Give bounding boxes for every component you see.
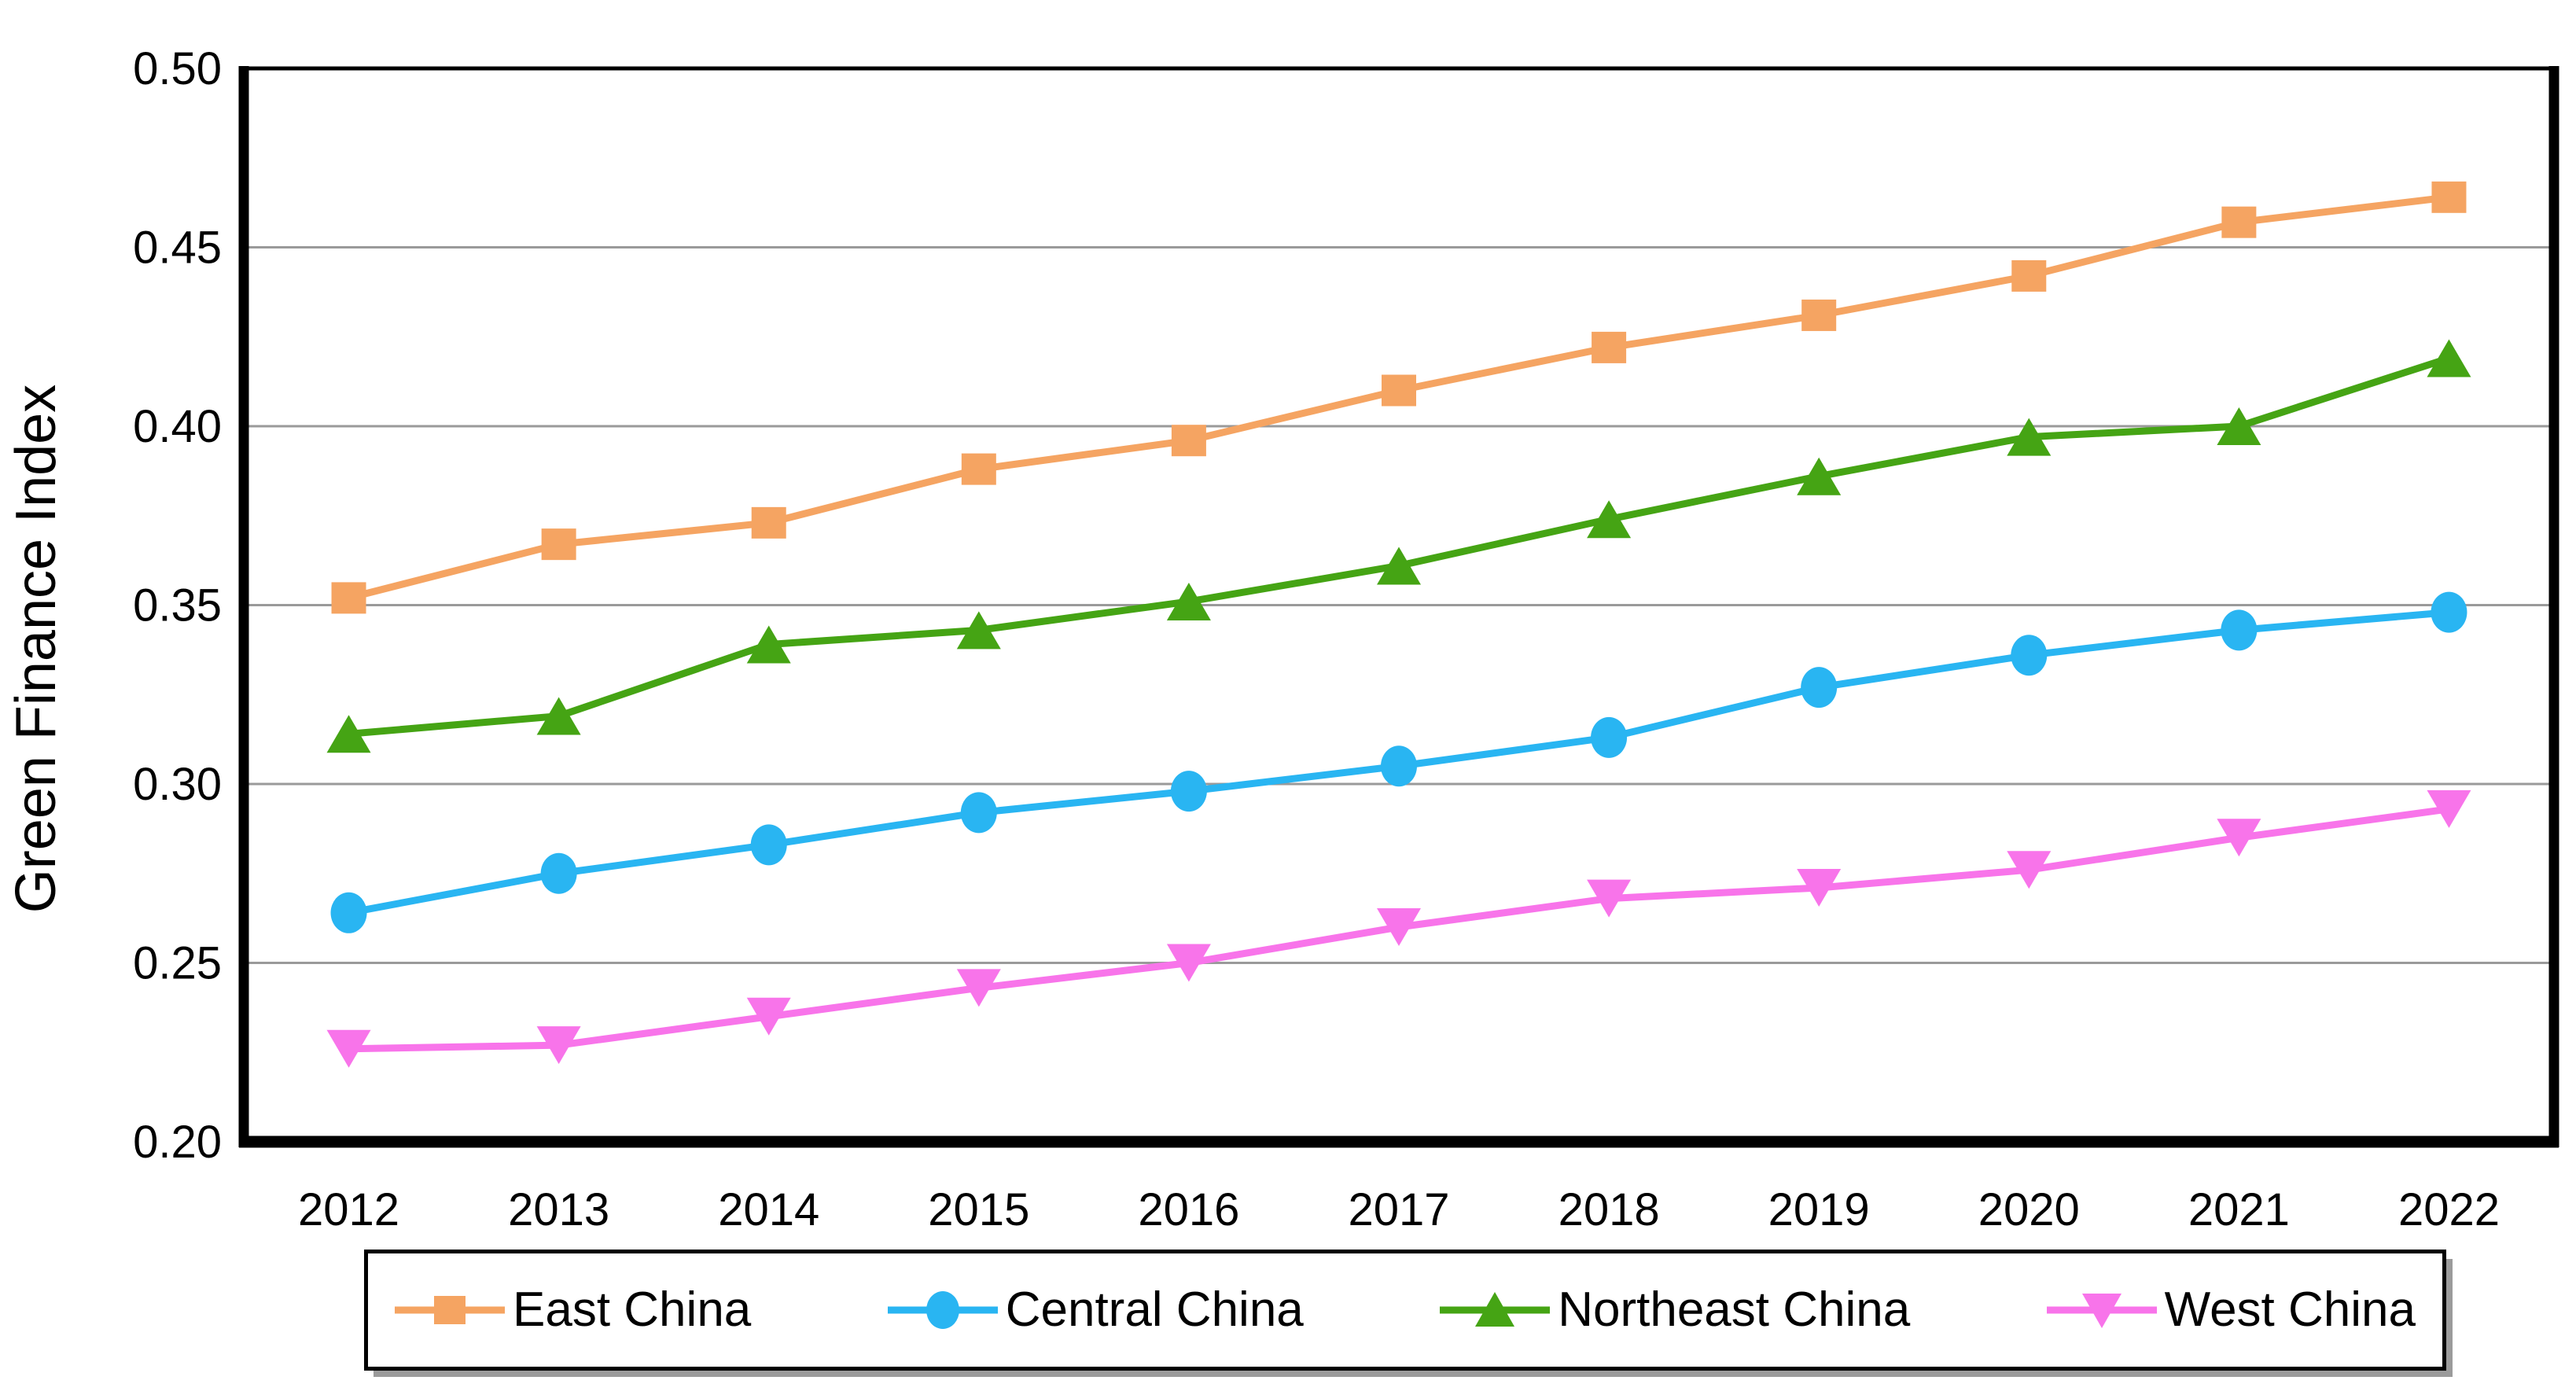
series-central-china bbox=[330, 591, 2467, 933]
legend-label: Central China bbox=[1005, 1283, 1304, 1337]
data-point-marker bbox=[1797, 457, 1842, 495]
legend-marker-circle-icon bbox=[887, 1291, 998, 1329]
data-point-marker bbox=[1166, 944, 1211, 982]
legend-label: West China bbox=[2164, 1283, 2416, 1337]
x-tick-label: 2012 bbox=[298, 1184, 399, 1235]
data-point-marker bbox=[2221, 206, 2257, 238]
data-point-marker bbox=[746, 997, 791, 1036]
series-west-china bbox=[326, 790, 2471, 1068]
legend-item-west-china: West China bbox=[2046, 1283, 2416, 1337]
data-point-marker bbox=[2011, 259, 2047, 292]
legend-item-northeast-china: Northeast China bbox=[1440, 1285, 1910, 1335]
x-tick-label: 2018 bbox=[1558, 1184, 1660, 1235]
data-point-marker bbox=[2431, 181, 2467, 213]
data-point-marker bbox=[956, 611, 1001, 650]
y-axis-title: Green Finance Index bbox=[5, 385, 68, 913]
legend-marker-triangle-up-icon bbox=[1440, 1292, 1551, 1327]
data-point-marker bbox=[1382, 374, 1416, 407]
legend-item-central-china: Central China bbox=[887, 1283, 1304, 1337]
y-tick-label: 0.50 bbox=[133, 43, 222, 94]
data-point-marker bbox=[1592, 331, 1627, 363]
data-point-marker bbox=[1166, 582, 1211, 620]
data-point-marker bbox=[1587, 879, 1632, 918]
legend-marker bbox=[926, 1291, 959, 1329]
data-point-marker bbox=[1797, 868, 1842, 907]
data-point-marker bbox=[540, 852, 577, 894]
data-point-marker bbox=[1587, 500, 1632, 539]
data-point-marker bbox=[1171, 425, 1206, 457]
y-tick-label: 0.45 bbox=[133, 223, 222, 274]
y-axis-tick-labels: 0.20 0.25 0.30 0.35 0.40 0.45 0.50 bbox=[133, 43, 222, 1168]
x-tick-label: 2022 bbox=[2398, 1184, 2500, 1235]
data-point-marker bbox=[326, 1029, 371, 1068]
data-point-marker bbox=[1377, 908, 1421, 946]
data-point-marker bbox=[536, 1026, 581, 1065]
data-point-marker bbox=[1381, 745, 1417, 787]
x-tick-label: 2015 bbox=[928, 1184, 1029, 1235]
series-line bbox=[348, 355, 2450, 738]
legend-label: Northeast China bbox=[1558, 1283, 1911, 1337]
legend-label: East China bbox=[513, 1283, 752, 1337]
data-point-marker bbox=[541, 528, 576, 561]
y-tick-label: 0.30 bbox=[133, 759, 222, 810]
y-tick-label: 0.40 bbox=[133, 401, 222, 452]
y-tick-label: 0.25 bbox=[133, 938, 222, 989]
legend-marker bbox=[2081, 1294, 2122, 1328]
y-tick-label: 0.35 bbox=[133, 580, 222, 631]
data-point-marker bbox=[2427, 339, 2471, 377]
data-point-marker bbox=[2221, 609, 2258, 651]
y-tick-label: 0.20 bbox=[133, 1117, 222, 1168]
data-point-marker bbox=[1591, 716, 1628, 758]
x-tick-label: 2021 bbox=[2188, 1184, 2290, 1235]
data-point-marker bbox=[1377, 547, 1421, 585]
data-point-marker bbox=[331, 582, 366, 614]
data-point-marker bbox=[2007, 418, 2052, 456]
axis-frame bbox=[238, 66, 2559, 1148]
legend-marker-triangle-down-icon bbox=[2046, 1294, 2157, 1328]
x-tick-label: 2013 bbox=[508, 1184, 609, 1235]
x-tick-label: 2020 bbox=[1978, 1184, 2080, 1235]
data-point-marker bbox=[746, 625, 791, 664]
x-tick-label: 2017 bbox=[1348, 1184, 1449, 1235]
data-point-marker bbox=[2007, 851, 2052, 889]
data-point-marker bbox=[326, 715, 371, 753]
data-point-marker bbox=[751, 506, 786, 539]
x-tick-label: 2019 bbox=[1768, 1184, 1870, 1235]
series-east-china bbox=[331, 181, 2467, 614]
data-point-marker bbox=[330, 892, 367, 933]
data-point-marker bbox=[960, 792, 997, 834]
data-point-marker bbox=[956, 969, 1001, 1007]
legend-item-east-china: East China bbox=[395, 1285, 751, 1335]
data-point-marker bbox=[2217, 407, 2261, 445]
data-point-marker bbox=[2011, 635, 2048, 676]
data-point-marker bbox=[1801, 667, 1838, 709]
legend-marker bbox=[1475, 1292, 1515, 1327]
data-point-marker bbox=[536, 697, 581, 735]
x-tick-label: 2016 bbox=[1138, 1184, 1239, 1235]
data-point-marker bbox=[2427, 790, 2471, 828]
data-point-marker bbox=[2431, 591, 2467, 633]
data-point-marker bbox=[961, 453, 996, 485]
series-northeast-china bbox=[326, 339, 2471, 753]
x-tick-label: 2014 bbox=[718, 1184, 819, 1235]
legend-marker-square-icon bbox=[395, 1296, 505, 1324]
legend-marker bbox=[434, 1296, 466, 1324]
data-point-marker bbox=[1801, 299, 1837, 331]
gridlines bbox=[244, 246, 2554, 964]
data-point-marker bbox=[1170, 771, 1207, 812]
data-point-marker bbox=[2217, 819, 2261, 857]
x-axis-tick-labels: 2012 2013 2014 2015 2016 2017 2018 2019 2020 2021… bbox=[298, 1184, 2500, 1235]
data-point-marker bbox=[750, 824, 787, 866]
chart-legend: East China Central China Northeast China We… bbox=[364, 1250, 2446, 1371]
